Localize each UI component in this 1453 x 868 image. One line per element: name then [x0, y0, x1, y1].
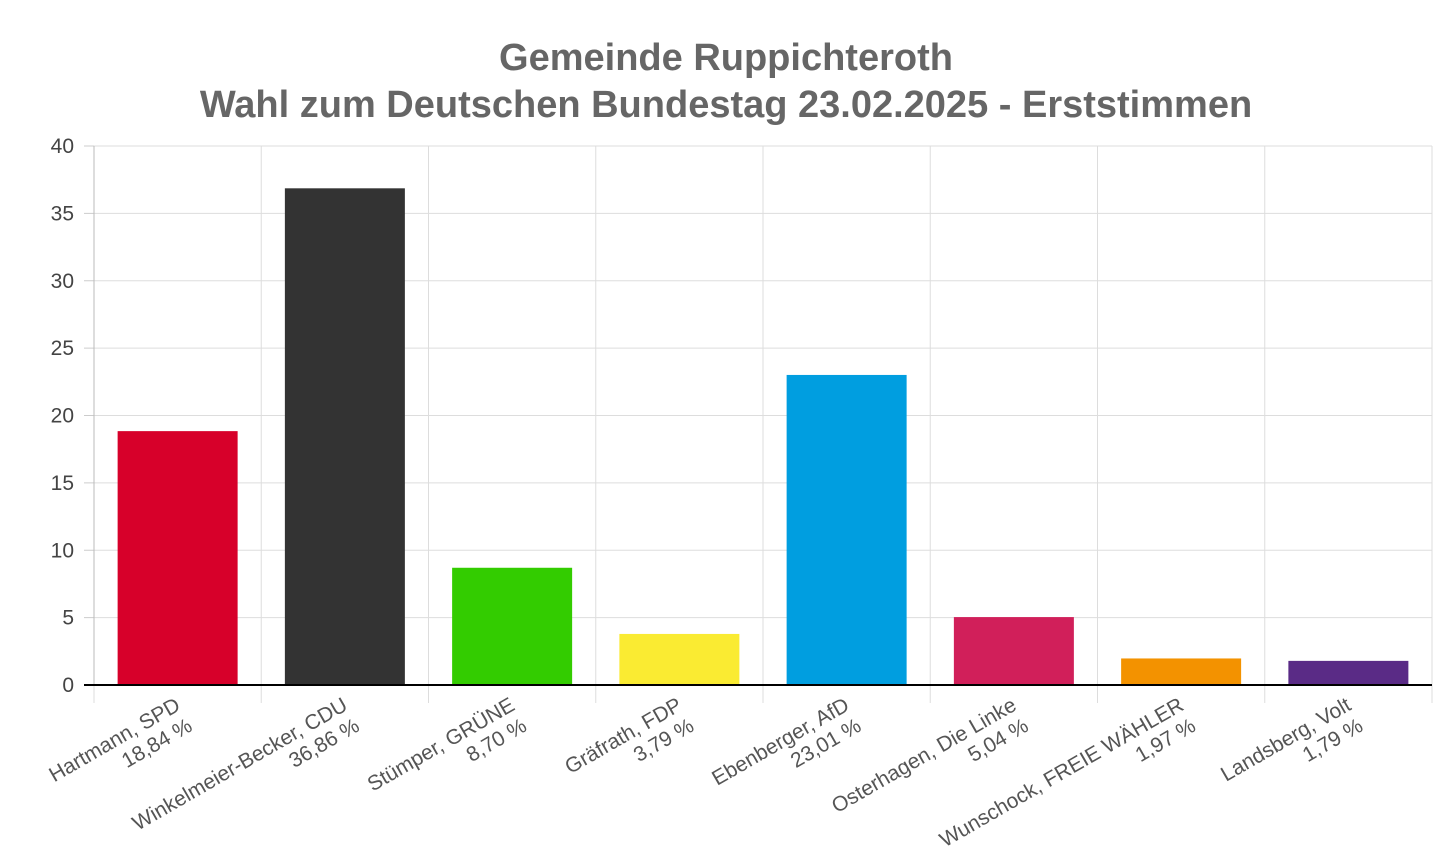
y-tick-label: 0	[62, 674, 74, 697]
bars	[117, 188, 1409, 685]
bar-1	[117, 431, 238, 685]
y-tick-label: 30	[51, 270, 74, 293]
chart-title: Gemeinde Ruppichteroth	[499, 37, 953, 79]
y-tick-label: 35	[51, 202, 74, 225]
y-tick-label: 5	[62, 607, 74, 630]
y-tick-label: 40	[51, 135, 74, 158]
bar-3	[452, 567, 573, 685]
bar-6	[953, 617, 1074, 685]
bar-5	[786, 374, 907, 685]
bar-7	[1121, 658, 1242, 685]
y-tick-label: 25	[51, 337, 74, 360]
bar-8	[1288, 660, 1409, 685]
y-tick-labels: 0 5 10 15 20 25 30 35 40	[51, 135, 74, 697]
bar-2	[284, 188, 405, 685]
y-tick-label: 15	[51, 472, 74, 495]
y-tick-label: 20	[51, 405, 74, 428]
axes	[84, 146, 1432, 686]
bar-4	[619, 633, 740, 685]
chart-subtitle: Wahl zum Deutschen Bundestag 23.02.2025 …	[200, 84, 1252, 126]
y-tick-label: 10	[51, 539, 74, 562]
